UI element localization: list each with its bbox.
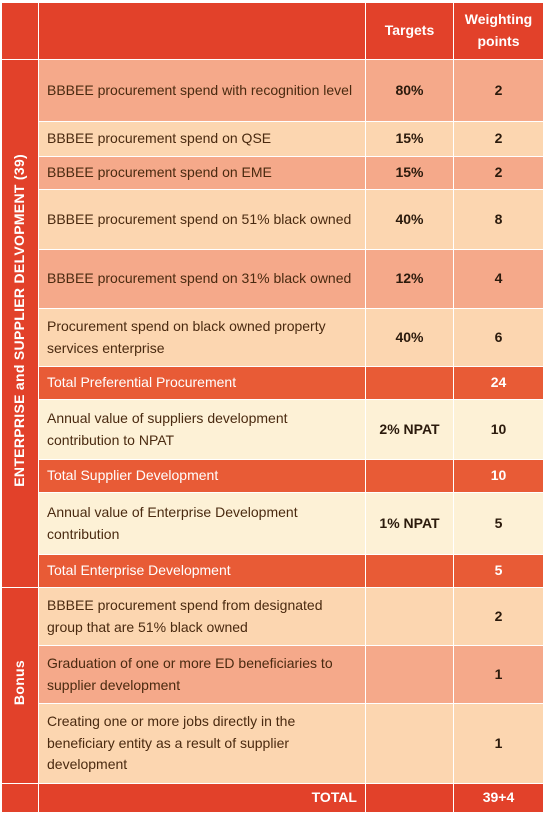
row-description: Creating one or more jobs directly in th… xyxy=(38,703,366,784)
row-target xyxy=(365,366,454,400)
table-row: Creating one or more jobs directly in th… xyxy=(2,703,544,784)
grand-total-target-blank xyxy=(365,783,454,813)
header-description-blank xyxy=(38,2,366,60)
header-row: Targets Weighting points xyxy=(1,2,544,60)
row-points: 1 xyxy=(453,645,544,704)
row-description: Total Preferential Procurement xyxy=(38,366,366,400)
row-target: 2% NPAT xyxy=(365,399,454,460)
row-target: 40% xyxy=(365,308,454,367)
row-target: 80% xyxy=(365,59,454,122)
row-points: 10 xyxy=(453,399,544,460)
grand-total-label: TOTAL xyxy=(38,783,366,813)
row-description: Graduation of one or more ED beneficiari… xyxy=(38,645,366,704)
row-description: BBBEE procurement spend on 51% black own… xyxy=(38,189,366,250)
row-description: Total Supplier Development xyxy=(38,459,366,493)
row-points: 5 xyxy=(453,554,544,588)
row-target xyxy=(365,459,454,493)
row-points: 2 xyxy=(453,121,544,157)
row-target: 15% xyxy=(365,121,454,157)
table-row: BBBEE procurement spend on 51% black own… xyxy=(2,189,544,250)
esd-section-label: ENTERPRISE and SUPPLIER DELVOPMENT (39) xyxy=(1,59,39,588)
targets-header: Targets xyxy=(365,2,454,60)
row-description: BBBEE procurement spend on EME xyxy=(38,156,366,190)
row-description: Procurement spend on black owned propert… xyxy=(38,308,366,367)
row-target xyxy=(365,587,454,646)
table-row: BBBEE procurement spend on EME 15% 2 xyxy=(2,156,544,190)
table-row: Graduation of one or more ED beneficiari… xyxy=(2,645,544,704)
row-points: 10 xyxy=(453,459,544,493)
grand-total-points: 39+4 xyxy=(453,783,544,813)
row-target xyxy=(365,645,454,704)
row-points: 1 xyxy=(453,703,544,784)
header-corner-blank xyxy=(1,2,39,60)
table-row: Bonus BBBEE procurement spend from desig… xyxy=(1,587,544,784)
grand-total-row: TOTAL 39+4 xyxy=(1,783,544,813)
row-target xyxy=(365,703,454,784)
row-target xyxy=(365,554,454,588)
row-points: 8 xyxy=(453,189,544,250)
table-row: ENTERPRISE and SUPPLIER DELVOPMENT (39) … xyxy=(1,59,544,588)
row-description: Annual value of suppliers development co… xyxy=(38,399,366,460)
table-row: Annual value of Enterprise Development c… xyxy=(2,492,544,555)
row-description: BBBEE procurement spend from designated … xyxy=(38,587,366,646)
row-description: BBBEE procurement spend on 31% black own… xyxy=(38,249,366,309)
row-points: 2 xyxy=(453,156,544,190)
row-target: 40% xyxy=(365,189,454,250)
row-description: BBBEE procurement spend on QSE xyxy=(38,121,366,157)
total-row: Total Enterprise Development 5 xyxy=(2,554,544,588)
row-description: Annual value of Enterprise Development c… xyxy=(38,492,366,555)
table-row: Procurement spend on black owned propert… xyxy=(2,308,544,367)
row-description: BBBEE procurement spend with recognition… xyxy=(38,59,366,122)
total-row: Total Preferential Procurement 24 xyxy=(2,366,544,400)
table-row: Annual value of suppliers development co… xyxy=(2,399,544,460)
total-row: Total Supplier Development 10 xyxy=(2,459,544,493)
row-points: 24 xyxy=(453,366,544,400)
row-target: 1% NPAT xyxy=(365,492,454,555)
grand-total-blank xyxy=(1,783,39,813)
row-target: 15% xyxy=(365,156,454,190)
row-points: 2 xyxy=(453,59,544,122)
weighting-points-header: Weighting points xyxy=(453,2,544,60)
row-points: 2 xyxy=(453,587,544,646)
bonus-section-label: Bonus xyxy=(1,587,39,784)
table-row: BBBEE procurement spend on 31% black own… xyxy=(2,249,544,309)
row-points: 6 xyxy=(453,308,544,367)
row-points: 4 xyxy=(453,249,544,309)
row-points: 5 xyxy=(453,492,544,555)
row-target: 12% xyxy=(365,249,454,309)
bbbee-scorecard-table: Targets Weighting points ENTERPRISE and … xyxy=(1,2,544,813)
row-description: Total Enterprise Development xyxy=(38,554,366,588)
table-row: BBBEE procurement spend on QSE 15% 2 xyxy=(2,121,544,157)
